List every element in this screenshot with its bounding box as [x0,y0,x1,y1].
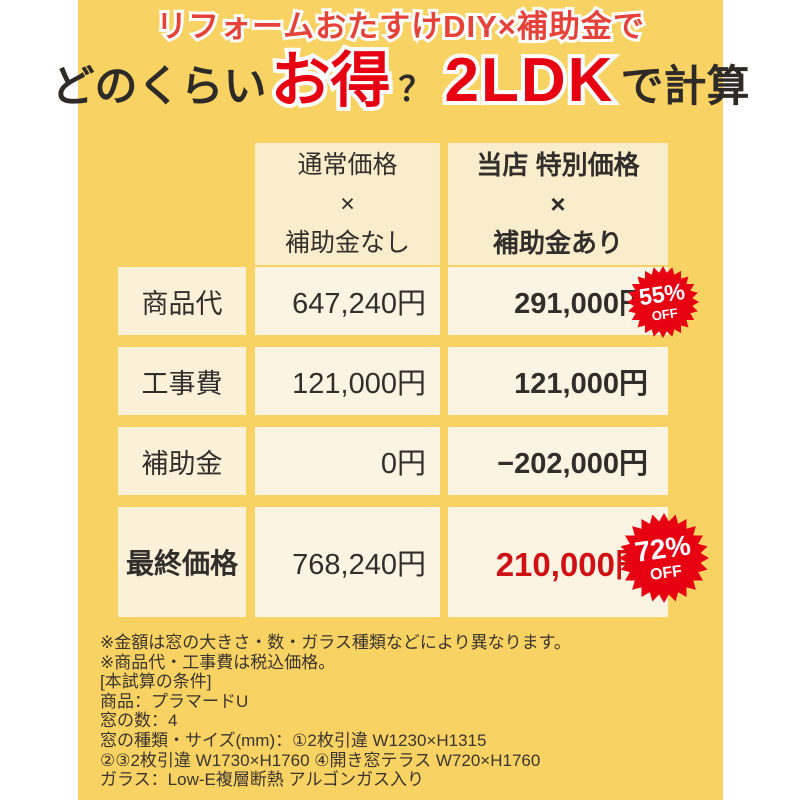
column-header-special-price: 当店 特別価格 × 補助金あり [448,143,668,265]
special-price-subsidy: −202,000円 [448,427,668,495]
headline-post: で計算 [620,63,750,111]
multiply-sign: × [550,188,566,219]
discount-percent: 72% [632,528,693,568]
headline-2ldk-highlight: 2LDK [441,46,617,116]
note-line: ※商品代・工事費は税込価格。 [100,652,336,672]
note-line: 商品：プラマードU [100,691,249,711]
headline-question-mark: ？ [398,71,433,109]
multiply-sign: × [340,189,355,218]
headline-main: どのくらい お得 ？ 2LDK で計算 [52,46,750,128]
row-label-final-price: 最終価格 [118,507,246,617]
note-line: ガラス：Low-E複層断熱 アルゴンガス入り [100,770,425,790]
starburst-icon: 55% OFF [637,278,689,324]
note-line: ※金額は窓の大きさ・数・ガラス種類などにより異なります。 [100,633,571,652]
column-header-line: 当店 特別価格 [476,149,640,180]
row-label-construction-fee: 工事費 [118,347,246,415]
row-label-product-cost: 商品代 [118,267,246,335]
discount-percent: 55% [637,278,687,311]
column-header-line: 通常価格 [297,150,398,179]
column-header-normal-price: 通常価格 × 補助金なし [255,143,440,265]
note-line: 窓の数：4 [100,711,178,731]
note-line: [本試算の条件] [100,672,212,692]
special-price-construction: 121,000円 [448,347,668,415]
discount-badge-55-off: 55% OFF [627,266,699,338]
column-header-line: 補助金あり [492,227,623,258]
headline-otoku-highlight: お得 [267,47,395,115]
normal-price-final: 768,240円 [255,507,440,617]
discount-off-label: OFF [650,305,679,324]
column-header-line: 補助金なし [284,228,410,257]
discount-off-label: OFF [649,562,684,584]
normal-price-product: 647,240円 [255,267,440,335]
row-label-subsidy: 補助金 [118,427,246,495]
note-line: ②③2枚引違 W1730×H1760 ④開き窓テラス W720×H1760 [100,750,541,770]
starburst-icon: 72% OFF [632,528,695,585]
headline-pre: どのくらい [51,63,267,111]
normal-price-construction: 121,000円 [255,347,440,415]
calculation-conditions: ※金額は窓の大きさ・数・ガラス種類などにより異なります。 ※商品代・工事費は税込… [100,633,710,790]
normal-price-subsidy: 0円 [255,427,440,495]
discount-badge-72-off: 72% OFF [619,513,709,603]
note-line: 窓の種類・サイズ(mm)：①2枚引違 W1230×H1315 [100,730,487,750]
headline-top: リフォームおたすけDIY×補助金で [153,6,647,47]
